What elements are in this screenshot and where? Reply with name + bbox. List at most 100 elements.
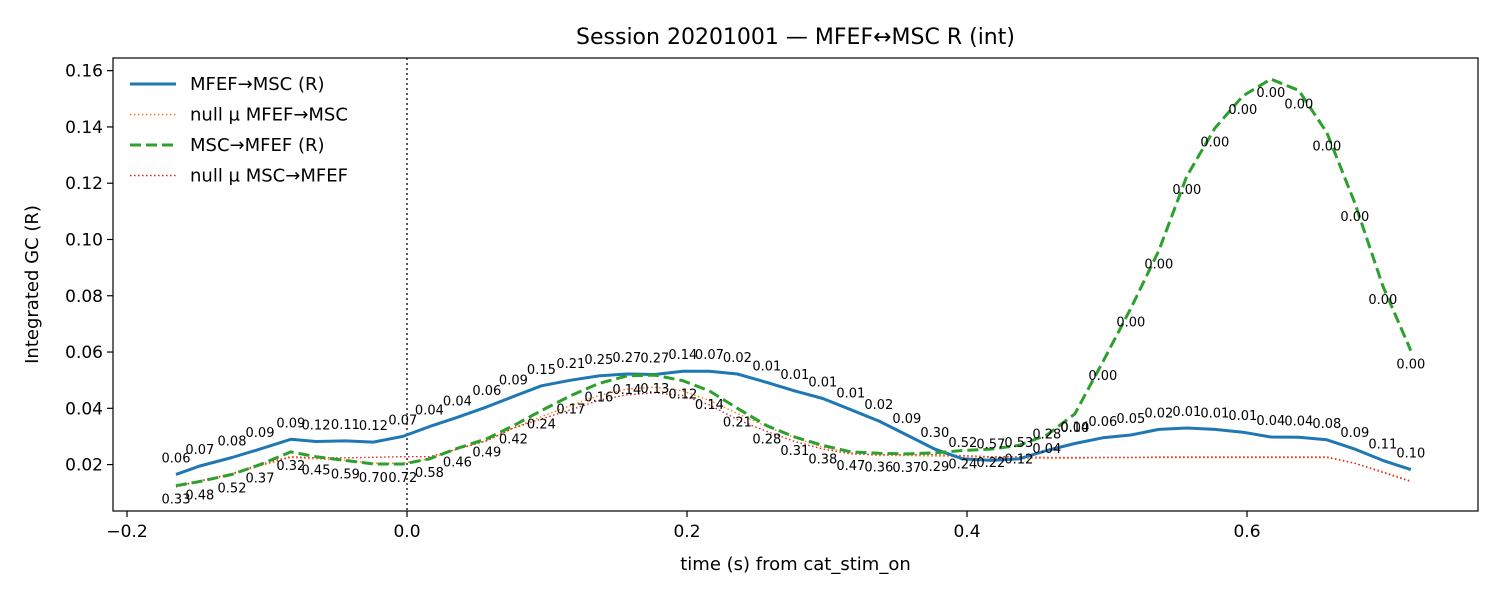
p-value-label: 0.09 [246, 426, 275, 441]
y-tick-label: 0.14 [65, 118, 103, 138]
p-value-label: 0.01 [1228, 409, 1257, 424]
p-value-label: 0.58 [415, 466, 444, 481]
x-tick-label: 0.0 [393, 522, 420, 542]
p-value-label: 0.04 [1032, 442, 1061, 457]
p-value-label: 0.04 [415, 404, 444, 419]
p-value-label: 0.53 [1004, 436, 1033, 451]
series-layer [175, 77, 1413, 488]
p-value-label: 0.00 [1312, 140, 1341, 155]
p-value-label: 0.17 [556, 403, 585, 418]
p-value-label: 0.52 [948, 436, 977, 451]
x-tick-label: −0.2 [106, 522, 147, 542]
p-value-label: 0.59 [331, 467, 360, 482]
p-value-label: 0.27 [612, 351, 641, 366]
p-value-label: 0.70 [359, 471, 388, 486]
p-value-label: 0.48 [185, 489, 214, 504]
p-value-label: 0.02 [723, 351, 752, 366]
p-value-label: 0.37 [892, 461, 921, 476]
legend: MFEF→MSC (R) null µ MFEF→MSC MSC→MFEF (R) n… [130, 74, 348, 187]
p-value-label: 0.37 [246, 472, 275, 487]
p-value-label: 0.07 [695, 348, 724, 363]
p-value-label: 0.36 [864, 460, 893, 475]
y-tick-label: 0.10 [65, 230, 103, 250]
p-value-label: 0.22 [976, 456, 1005, 471]
legend-label-2: MSC→MFEF (R) [190, 135, 325, 156]
p-value-label: 0.06 [472, 384, 501, 399]
y-tick-label: 0.02 [65, 456, 103, 476]
p-value-label: 0.45 [302, 464, 331, 479]
x-tick-label: 0.4 [953, 522, 980, 542]
x-tick-label: 0.2 [673, 522, 700, 542]
p-value-label: 0.47 [836, 459, 865, 474]
p-value-label: 0.00 [1368, 293, 1397, 308]
p-value-label: 0.32 [276, 459, 305, 474]
p-value-label: 0.05 [1116, 412, 1145, 427]
p-value-label: 0.02 [864, 398, 893, 413]
p-value-label: 0.72 [388, 471, 417, 486]
p-value-label: 0.12 [359, 419, 388, 434]
x-axis-label: time (s) from cat_stim_on [680, 554, 911, 575]
series-line-2 [175, 77, 1413, 488]
p-value-label: 0.12 [668, 388, 697, 403]
p-value-label: 0.00 [1200, 135, 1229, 150]
p-value-label: 0.12 [1004, 452, 1033, 467]
p-value-label: 0.14 [612, 383, 641, 398]
p-value-label: 0.28 [752, 433, 781, 448]
p-value-label: 0.21 [556, 357, 585, 372]
p-value-label: 0.28 [1032, 428, 1061, 443]
chart-title: Session 20201001 — MFEF↔MSC R (int) [576, 25, 1015, 50]
p-value-label: 0.00 [1396, 358, 1425, 373]
p-value-label: 0.08 [1312, 417, 1341, 432]
y-tick-label: 0.16 [65, 62, 103, 82]
p-value-label: 0.14 [668, 348, 697, 363]
p-value-label: 0.15 [527, 363, 556, 378]
p-value-label: 0.30 [920, 426, 949, 441]
p-value-label: 0.14 [695, 398, 724, 413]
p-value-label: 0.04 [1256, 414, 1285, 429]
p-value-label: 0.13 [640, 382, 669, 397]
p-value-label: 0.08 [218, 435, 247, 450]
p-value-label: 0.29 [920, 460, 949, 475]
p-value-label: 0.04 [443, 394, 472, 409]
p-value-label: 0.09 [892, 412, 921, 427]
p-value-label: 0.01 [1172, 405, 1201, 420]
p-value-label: 0.00 [1284, 97, 1313, 112]
series-line-0 [175, 369, 1412, 476]
y-axis-label: Integrated GC (R) [22, 205, 43, 364]
p-value-label: 0.06 [162, 451, 191, 466]
p-value-label: 0.00 [1256, 86, 1285, 101]
p-value-label: 0.49 [472, 446, 501, 461]
p-value-label: 0.07 [185, 443, 214, 458]
p-value-label: 0.06 [1088, 415, 1117, 430]
y-tick-label: 0.04 [65, 399, 103, 419]
p-value-label: 0.01 [752, 359, 781, 374]
p-value-label: 0.00 [1228, 103, 1257, 118]
y-tick-label: 0.12 [65, 174, 103, 194]
legend-label-0: MFEF→MSC (R) [190, 74, 325, 95]
p-value-label: 0.24 [948, 458, 977, 473]
p-value-label: 0.09 [1340, 426, 1369, 441]
y-tick-label: 0.06 [65, 343, 103, 363]
p-value-label: 0.09 [276, 416, 305, 431]
p-value-label: 0.07 [388, 413, 417, 428]
p-value-label: 0.01 [808, 376, 837, 391]
p-value-label: 0.04 [1284, 414, 1313, 429]
p-value-label: 0.00 [1144, 258, 1173, 273]
p-value-label: 0.16 [584, 391, 613, 406]
p-value-label: 0.09 [499, 374, 528, 389]
p-value-label: 0.46 [443, 455, 472, 470]
p-value-label: 0.24 [527, 418, 556, 433]
p-value-label: 0.00 [1060, 421, 1089, 436]
p-value-label: 0.52 [218, 481, 247, 496]
p-value-label: 0.10 [1396, 447, 1425, 462]
p-value-label: 0.00 [1340, 210, 1369, 225]
p-value-label: 0.42 [499, 433, 528, 448]
p-value-label: 0.00 [1116, 315, 1145, 330]
p-value-label: 0.31 [780, 444, 809, 459]
p-value-label: 0.57 [976, 437, 1005, 452]
legend-label-1: null µ MFEF→MSC [190, 105, 348, 126]
y-tick-label: 0.08 [65, 287, 103, 307]
p-value-label: 0.00 [1172, 183, 1201, 198]
p-value-label: 0.14 [1060, 421, 1089, 436]
